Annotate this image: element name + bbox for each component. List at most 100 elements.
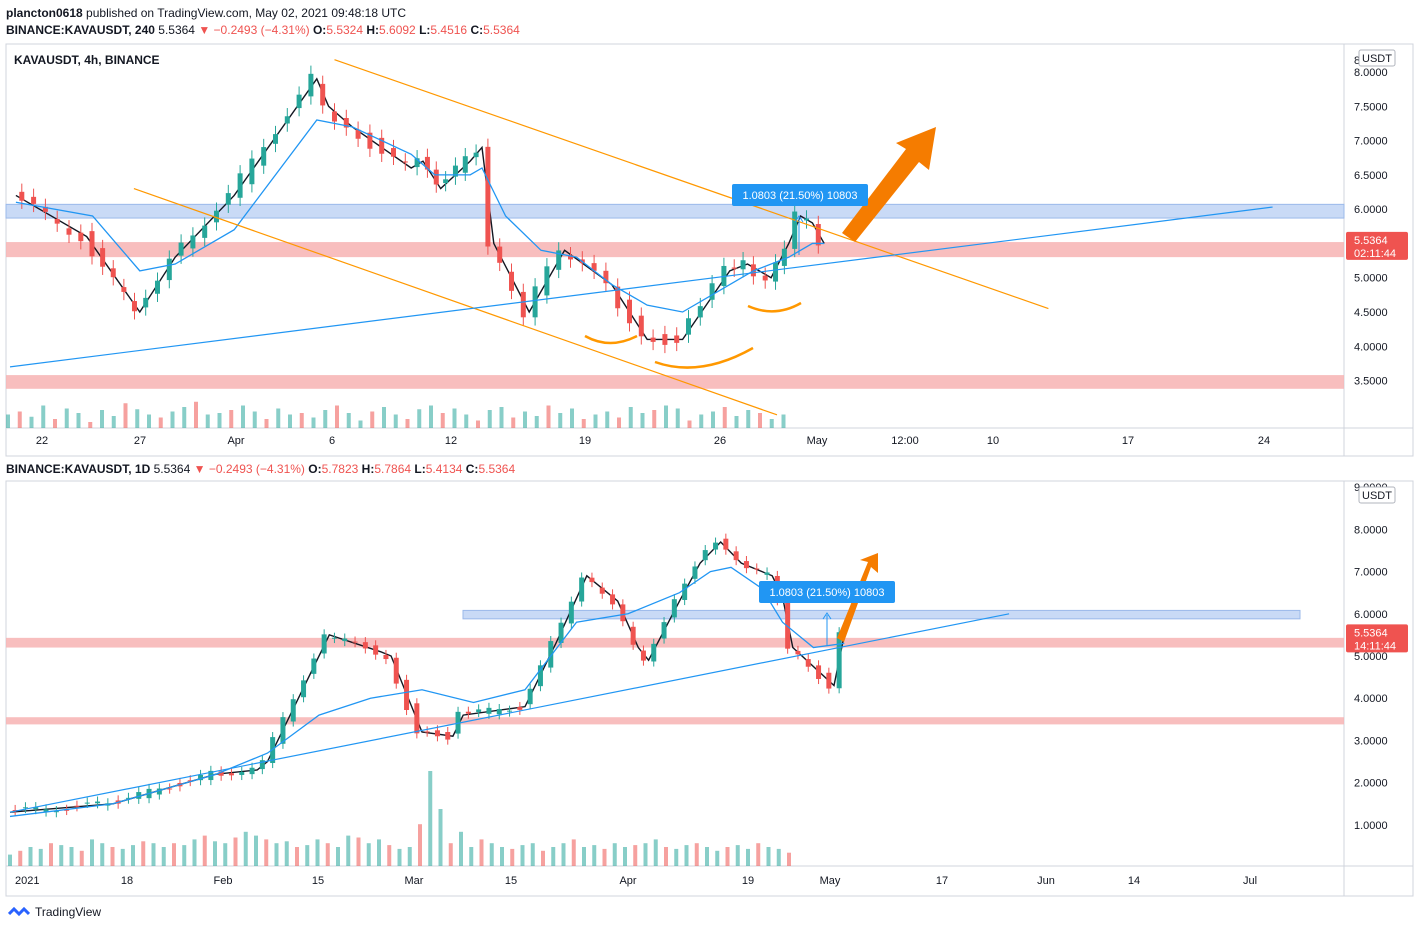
volume-bar	[558, 413, 563, 428]
candle-body	[826, 672, 832, 689]
volume-bar	[59, 845, 64, 866]
moving-average-line	[15, 119, 825, 313]
open-value: 5.5324	[326, 23, 364, 37]
x-tick-label: 2021	[15, 875, 39, 887]
volume-bar	[49, 843, 53, 866]
candle-body	[610, 594, 616, 605]
candle-body	[520, 291, 526, 318]
candle-body	[527, 688, 533, 705]
volume-bar	[241, 405, 245, 428]
y-tick-label: 6.0000	[1354, 204, 1388, 216]
candle-body	[836, 632, 842, 689]
candle-body	[579, 577, 585, 602]
volume-bar	[335, 405, 339, 428]
measure-label: 1.0803 (21.50%) 10803	[743, 190, 858, 202]
measure-arrow-icon	[822, 612, 832, 620]
candle-body	[424, 156, 430, 170]
volume-bar	[746, 410, 751, 428]
y-tick-label: 4.5000	[1354, 307, 1388, 319]
candle-body	[537, 665, 543, 687]
candle-body	[651, 643, 657, 662]
candle-body	[78, 232, 84, 242]
candle-body	[352, 641, 358, 643]
candle-body	[517, 707, 523, 710]
candle-body	[43, 809, 49, 812]
change-text: −0.2493 (−4.31%)	[213, 23, 310, 37]
volume-bar	[664, 405, 668, 428]
volume-bar	[182, 407, 187, 428]
candle-body	[379, 137, 385, 154]
volume-bar	[570, 408, 574, 428]
volume-bar	[500, 847, 504, 866]
publish-text: published on TradingView.com, May 02, 20…	[86, 6, 407, 20]
brand-name: TradingView	[35, 905, 102, 919]
candle-body	[532, 286, 538, 318]
candle-body	[433, 169, 439, 185]
candle-body	[280, 717, 286, 744]
volume-bar	[652, 410, 657, 428]
candle-body	[343, 118, 349, 128]
candle-body	[261, 147, 267, 166]
close-value: 5.5364	[483, 23, 520, 37]
x-tick-label: Apr	[227, 435, 244, 447]
volume-bar	[325, 843, 330, 866]
volume-bar	[217, 413, 222, 428]
volume-bar	[315, 839, 320, 866]
x-tick-label: Feb	[214, 875, 233, 887]
last-price-text: 5.5364	[158, 23, 195, 37]
volume-bar	[417, 409, 422, 428]
candle-body	[53, 811, 59, 813]
candle-body	[259, 760, 265, 770]
volume-bar	[264, 419, 269, 428]
volume-bar	[299, 413, 304, 428]
candle-body	[661, 622, 667, 639]
volume-bar	[29, 416, 34, 428]
chart-panel-2: 1.0803 (21.50%) 108039.00008.00007.00006…	[5, 480, 1414, 897]
volume-bar	[633, 845, 638, 866]
volume-bar	[370, 411, 375, 428]
candle-body	[131, 301, 137, 312]
volume-bar	[405, 419, 410, 428]
candle-body	[383, 654, 389, 660]
last-price-label: 5.5364	[1354, 627, 1388, 639]
support-band	[6, 637, 1344, 648]
volume-bar	[76, 413, 81, 428]
volume-bar	[429, 405, 433, 428]
volume-bar	[172, 843, 176, 866]
x-tick-label: 19	[579, 435, 591, 447]
x-tick-label: 15	[505, 875, 517, 887]
volume-bar	[377, 839, 381, 866]
volume-bar	[305, 845, 310, 866]
volume-bar	[705, 847, 709, 866]
candle-body	[671, 599, 677, 618]
candle-body	[486, 707, 492, 714]
candle-body	[496, 709, 502, 715]
x-tick-label: 17	[936, 875, 948, 887]
candle-body	[31, 196, 37, 204]
volume-bar	[699, 414, 704, 428]
volume-bar	[8, 854, 12, 866]
volume-bar	[100, 410, 104, 428]
resistance-band	[462, 609, 1301, 620]
candle-body	[568, 255, 573, 260]
last-price-text: 5.5364	[153, 462, 191, 476]
candle-body	[249, 158, 255, 185]
volume-bar	[41, 405, 46, 428]
candle-body	[402, 161, 408, 163]
volume-bar	[18, 850, 23, 866]
volume-bar	[684, 845, 689, 866]
candle-body	[355, 129, 361, 139]
countdown-label: 02:11:44	[1354, 248, 1396, 260]
candle-body	[443, 179, 449, 184]
volume-bar	[787, 852, 791, 866]
candle-body	[414, 158, 420, 168]
y-tick-label: 4.0000	[1354, 693, 1388, 705]
candle-body	[321, 634, 327, 654]
y-tick-label: 8.0000	[1354, 524, 1388, 536]
candle-body	[638, 315, 644, 337]
currency-label: USDT	[1362, 490, 1392, 502]
symbol-label: BINANCE:KAVAUSDT, 1D	[6, 462, 151, 476]
candle-body	[686, 318, 691, 335]
volume-bar	[734, 416, 739, 428]
